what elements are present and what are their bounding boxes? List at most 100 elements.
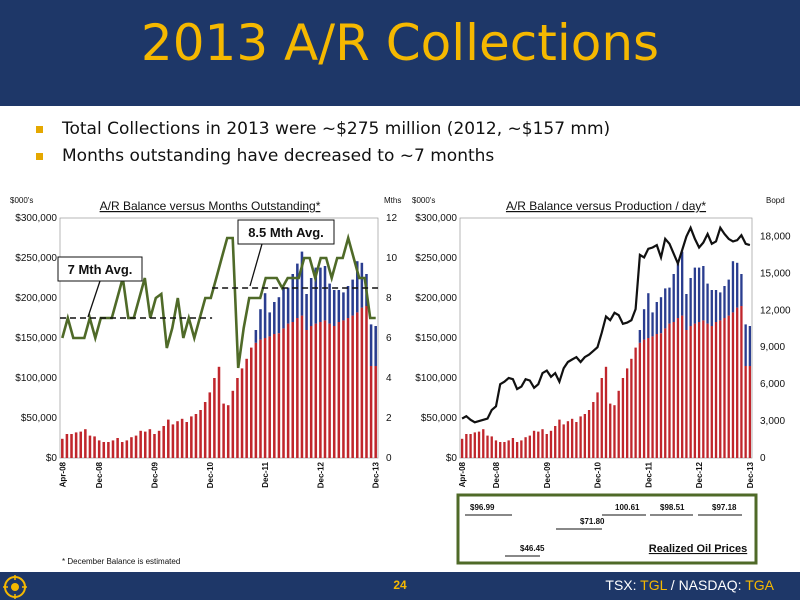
- bar-blue: [668, 287, 671, 324]
- bar-blue: [697, 267, 701, 322]
- ticker-sep: /: [666, 577, 679, 593]
- bar-blue: [360, 262, 364, 308]
- bar-red: [176, 421, 179, 458]
- y2-tick-label: 10: [386, 253, 398, 264]
- bar-red: [180, 418, 184, 458]
- bar-blue: [268, 312, 271, 337]
- bar-red: [222, 403, 225, 458]
- bar-red: [587, 410, 591, 458]
- bar-red: [490, 436, 493, 458]
- bar-blue: [727, 279, 730, 316]
- bar-red: [499, 442, 502, 458]
- bar-red: [689, 326, 692, 458]
- bar-blue: [659, 297, 663, 334]
- bar-red: [604, 366, 608, 458]
- bar-red: [346, 318, 350, 458]
- y2-tick-label: 0: [386, 453, 392, 464]
- production-line: [461, 225, 751, 424]
- annotation-box: [237, 219, 335, 245]
- bar-red: [355, 312, 359, 458]
- bar-red: [469, 434, 472, 458]
- ticker-tsx: TGL: [640, 577, 667, 593]
- bar-red: [486, 435, 489, 458]
- bar-blue: [314, 267, 318, 324]
- bar-red: [93, 436, 96, 458]
- bullet-item: Months outstanding have decreased to ~7 …: [36, 143, 610, 170]
- bar-red: [532, 430, 536, 458]
- oil-price-label: $97.18: [712, 503, 737, 512]
- bar-red: [659, 333, 663, 458]
- bar-red: [634, 347, 637, 458]
- bar-red: [740, 306, 743, 458]
- bar-red: [282, 328, 285, 458]
- bar-red: [727, 315, 730, 458]
- bar-red: [477, 431, 481, 458]
- bar-blue: [332, 290, 336, 326]
- bar-red: [647, 338, 650, 458]
- bar-red: [702, 320, 705, 458]
- bar-red: [681, 315, 684, 458]
- bar-blue: [740, 274, 743, 306]
- annotation-pointer: [87, 280, 101, 318]
- annotation-7mth: 7 Mth Avg.: [68, 262, 133, 277]
- bar-red: [190, 416, 193, 458]
- bar-red: [731, 312, 735, 458]
- oil-prices-label: Realized Oil Prices: [649, 543, 747, 555]
- annotation-pointer: [249, 243, 263, 287]
- bar-red: [268, 336, 271, 458]
- x-tick-label: Dec-13: [746, 461, 755, 488]
- bar-red: [236, 378, 239, 458]
- x-tick-label: Dec-13: [372, 461, 381, 488]
- bar-red: [309, 326, 313, 458]
- bar-red: [642, 339, 646, 458]
- bar-blue: [263, 293, 267, 338]
- bar-red: [482, 429, 485, 458]
- bar-blue: [710, 290, 713, 326]
- bar-blue: [296, 263, 299, 318]
- bullet-item: Total Collections in 2013 were ~$275 mil…: [36, 116, 610, 143]
- y-tick-label: $300,000: [15, 213, 57, 224]
- bar-red: [194, 414, 198, 458]
- bar-red: [592, 402, 595, 458]
- bar-blue: [702, 266, 705, 321]
- bar-red: [148, 429, 152, 458]
- bar-red: [566, 421, 570, 458]
- bar-red: [625, 368, 629, 458]
- x-tick-label: Dec-08: [95, 461, 104, 488]
- bar-red: [460, 438, 464, 458]
- bar-blue: [300, 251, 304, 316]
- bar-red: [617, 390, 620, 458]
- x-tick-label: Dec-12: [316, 461, 325, 488]
- bar-red: [116, 438, 119, 458]
- bar-red: [107, 442, 110, 458]
- bar-blue: [328, 283, 331, 324]
- y2-tick-label: 18,000: [760, 231, 791, 242]
- bar-red: [97, 440, 101, 458]
- bar-red: [515, 442, 519, 458]
- y2-tick-label: 9,000: [760, 342, 785, 353]
- bar-red: [111, 440, 115, 458]
- bar-red: [369, 366, 373, 458]
- page-number: 24: [393, 578, 407, 592]
- y-tick-label: $150,000: [415, 333, 457, 344]
- bar-red: [579, 416, 582, 458]
- bar-blue: [342, 292, 345, 321]
- annotation-8-5mth: 8.5 Mth Avg.: [248, 225, 324, 240]
- y2-tick-label: 6: [386, 333, 392, 344]
- x-tick-label: Dec-12: [695, 461, 704, 488]
- bar-blue: [309, 278, 313, 326]
- bar-blue: [731, 261, 735, 313]
- months-outstanding-line: [61, 233, 376, 369]
- bar-red: [609, 403, 612, 458]
- title-bar: [0, 0, 800, 106]
- bar-blue: [337, 290, 341, 322]
- bar-red: [245, 358, 248, 458]
- bar-red: [465, 434, 468, 458]
- y-tick-label: $200,000: [415, 293, 457, 304]
- bar-red: [360, 307, 364, 458]
- bar-red: [120, 442, 124, 458]
- right-axis-unit: Mths: [384, 196, 401, 205]
- bar-blue: [259, 309, 262, 340]
